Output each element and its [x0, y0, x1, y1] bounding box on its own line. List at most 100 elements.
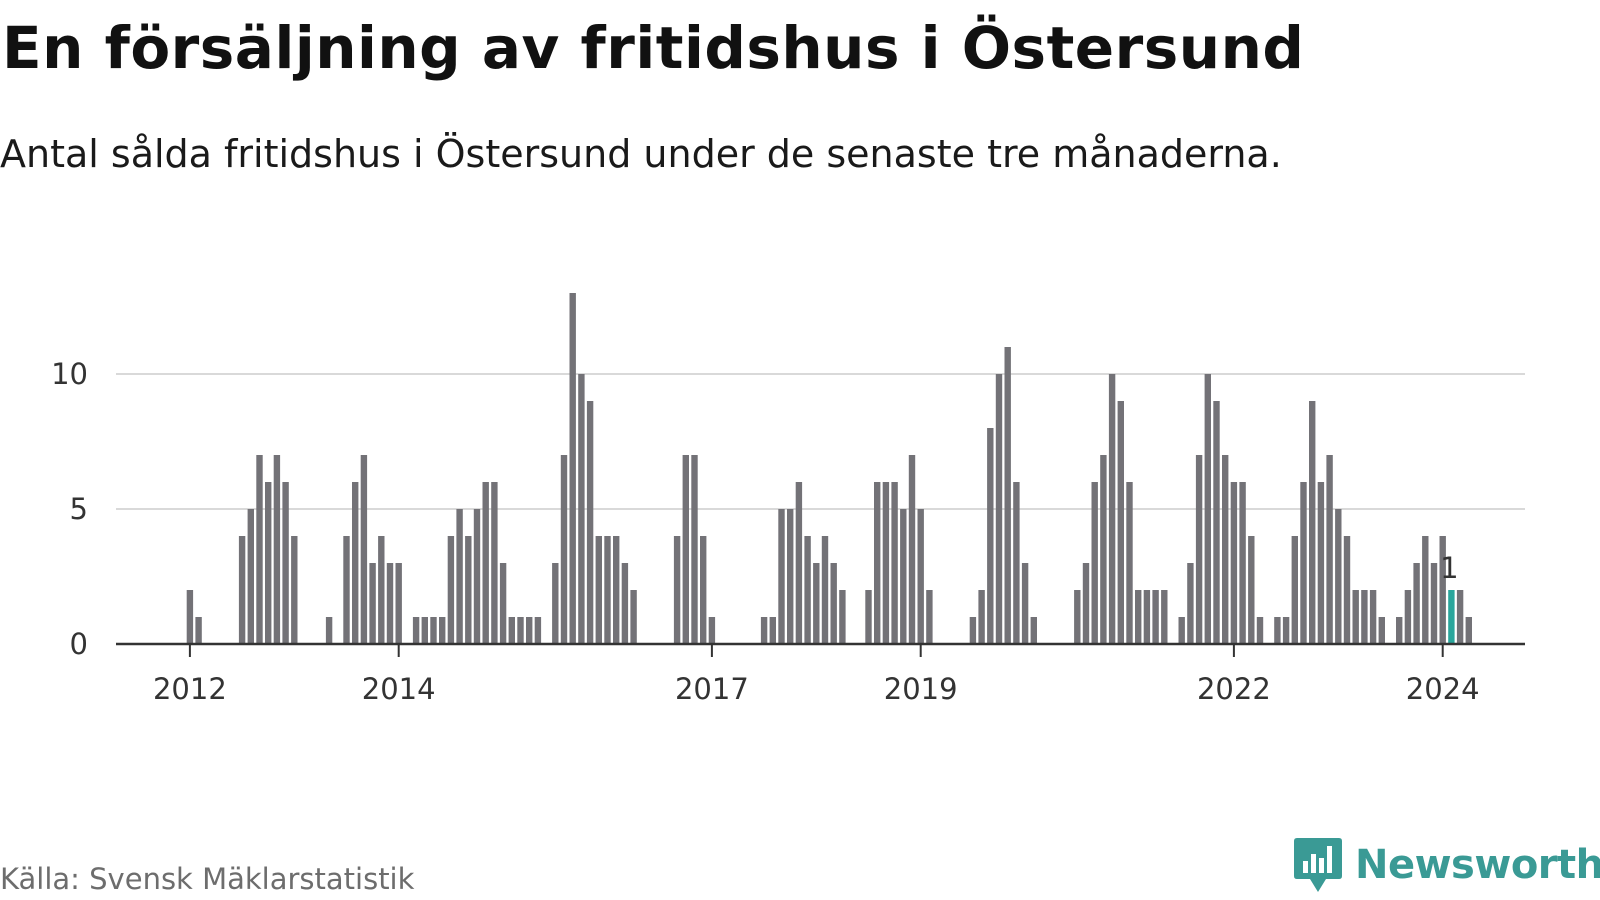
bar — [343, 536, 350, 644]
bar — [613, 536, 620, 644]
bar — [804, 536, 811, 644]
chart-subtitle: Antal sålda fritidshus i Östersund under… — [0, 132, 1282, 176]
bar — [447, 536, 455, 644]
bar — [1282, 617, 1290, 644]
bar — [1343, 536, 1351, 644]
bar — [795, 482, 803, 644]
annotations: 1 — [1440, 551, 1458, 585]
bar — [282, 482, 289, 644]
bar — [1013, 482, 1020, 644]
bar — [1361, 590, 1368, 644]
bar — [926, 590, 933, 644]
bar — [1230, 482, 1238, 644]
bar — [1309, 401, 1316, 644]
bar — [1239, 482, 1246, 644]
brand-name: Newsworthy — [1355, 842, 1600, 888]
bar — [386, 563, 394, 644]
bar — [482, 482, 489, 644]
bar — [1222, 455, 1229, 644]
bar — [1378, 617, 1385, 644]
bar — [473, 509, 481, 644]
bar — [1178, 617, 1185, 644]
bar — [526, 617, 533, 644]
bar — [821, 536, 829, 644]
bar — [1091, 482, 1098, 644]
y-tick-label-5: 5 — [70, 492, 88, 526]
bar — [1291, 536, 1298, 644]
bar — [1396, 617, 1403, 644]
bar — [1074, 590, 1081, 644]
bar — [874, 482, 881, 644]
bars — [186, 293, 1472, 644]
bar — [621, 563, 629, 644]
bar — [421, 617, 428, 644]
bar — [1021, 563, 1029, 644]
x-tick-label-2012: 2012 — [153, 672, 227, 706]
newsworthy-logo: Newsworthy — [1293, 836, 1600, 894]
bar — [1335, 509, 1342, 644]
bar — [552, 563, 559, 644]
bar — [1404, 590, 1412, 644]
bar — [595, 536, 602, 644]
bar — [1317, 482, 1325, 644]
bar — [865, 590, 872, 644]
bar — [378, 536, 385, 644]
bar — [682, 455, 689, 644]
bar — [1187, 563, 1194, 644]
bar — [256, 455, 263, 644]
bar — [1135, 590, 1142, 644]
bar — [465, 536, 472, 644]
bar — [839, 590, 846, 644]
bar — [499, 563, 507, 644]
bar — [691, 455, 698, 644]
bar — [1082, 563, 1090, 644]
bar — [978, 590, 985, 644]
bar — [273, 455, 281, 644]
bar — [325, 617, 333, 644]
bar — [673, 536, 681, 644]
bar — [787, 509, 794, 644]
bar — [1274, 617, 1281, 644]
x-tick-label-2017: 2017 — [675, 672, 749, 706]
bar — [908, 455, 916, 644]
bar — [1326, 455, 1333, 644]
bar — [987, 428, 994, 644]
x-tick-label-2014: 2014 — [362, 672, 436, 706]
bar — [456, 509, 463, 644]
bar — [395, 563, 402, 644]
y-tick-label-0: 0 — [70, 627, 88, 661]
x-axis: 2012 2014 2017 2019 2022 2024 — [116, 642, 1525, 706]
bar — [1256, 617, 1264, 644]
bar — [1439, 536, 1446, 644]
bar — [517, 617, 524, 644]
bar — [1422, 536, 1429, 644]
bar — [769, 617, 776, 644]
bar — [412, 617, 420, 644]
bar — [352, 482, 359, 644]
x-tick-label-2024: 2024 — [1406, 672, 1480, 706]
bar — [1465, 617, 1472, 644]
bar — [882, 482, 890, 644]
gridlines — [116, 373, 1525, 510]
bar — [995, 374, 1003, 644]
bar — [1152, 590, 1159, 644]
bar — [1430, 563, 1438, 644]
bar — [700, 536, 707, 644]
bar — [534, 617, 542, 644]
bar — [917, 509, 924, 644]
bar — [1143, 590, 1151, 644]
bar — [891, 482, 898, 644]
bar — [630, 590, 637, 644]
x-tick-label-2022: 2022 — [1197, 672, 1271, 706]
bar — [1248, 536, 1255, 644]
bar — [1117, 401, 1124, 644]
bar — [508, 617, 515, 644]
bar — [1300, 482, 1307, 644]
bar — [760, 617, 768, 644]
bar — [569, 293, 576, 644]
bar — [778, 509, 785, 644]
bar — [1352, 590, 1359, 644]
bar — [1195, 455, 1203, 644]
bar — [238, 536, 246, 644]
